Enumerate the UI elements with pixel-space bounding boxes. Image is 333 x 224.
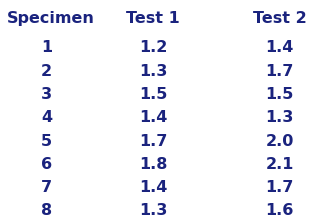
Text: 1.8: 1.8 [139,157,167,172]
Text: 2: 2 [41,64,52,79]
Text: 1.5: 1.5 [139,87,167,102]
Text: 1.7: 1.7 [139,134,167,149]
Text: 1.6: 1.6 [265,203,294,218]
Text: Specimen: Specimen [7,11,95,26]
Text: 1.4: 1.4 [139,110,167,125]
Text: 8: 8 [41,203,52,218]
Text: 7: 7 [41,180,52,195]
Text: 1.2: 1.2 [139,40,167,55]
Text: 2.1: 2.1 [265,157,294,172]
Text: 1.4: 1.4 [265,40,294,55]
Text: 1.3: 1.3 [139,64,167,79]
Text: 1.4: 1.4 [139,180,167,195]
Text: 1.5: 1.5 [265,87,294,102]
Text: 1.3: 1.3 [265,110,294,125]
Text: 5: 5 [41,134,52,149]
Text: 4: 4 [41,110,52,125]
Text: 1.7: 1.7 [265,180,294,195]
Text: Test 2: Test 2 [253,11,307,26]
Text: Test 1: Test 1 [126,11,180,26]
Text: 1: 1 [41,40,52,55]
Text: 1.7: 1.7 [265,64,294,79]
Text: 2.0: 2.0 [265,134,294,149]
Text: 6: 6 [41,157,52,172]
Text: 3: 3 [41,87,52,102]
Text: 1.3: 1.3 [139,203,167,218]
